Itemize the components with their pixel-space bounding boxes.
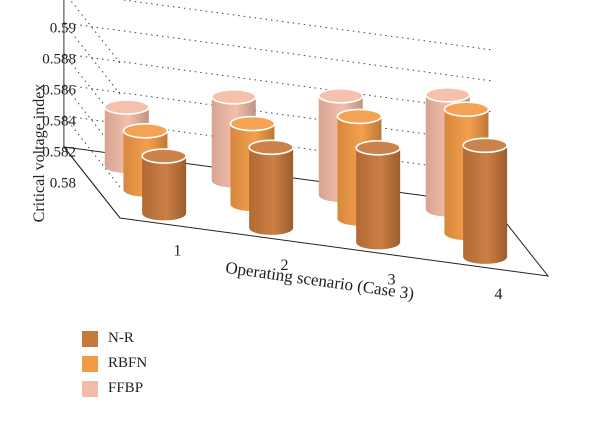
gridline-left: [63, 115, 121, 188]
bar-top: [336, 108, 383, 125]
y-tick-labels: 0.58 0.582 0.584 0.586 0.588 0.59: [42, 20, 76, 191]
bar-top: [424, 87, 471, 103]
bar-body: [142, 156, 187, 221]
bar-top: [248, 139, 294, 156]
y-tick-label: 0.59: [50, 20, 76, 36]
bar-top: [141, 148, 187, 164]
bar-n-r-2: [248, 139, 294, 235]
bar-body: [249, 147, 294, 235]
y-tick-label: 0.582: [42, 144, 76, 160]
y-tick-label: 0.58: [50, 175, 76, 191]
gridline-back: [119, 0, 492, 51]
bar-top: [462, 137, 508, 154]
gridline-left: [63, 84, 121, 157]
legend-item-rbfn: RBFN: [82, 351, 147, 376]
legend: N-R RBFN FFBP: [82, 326, 147, 401]
bar-top: [317, 88, 364, 104]
legend-swatch-rbfn: [82, 355, 98, 372]
gridline-back: [63, 84, 492, 144]
legend-label-nr: N-R: [108, 330, 134, 346]
x-axis-label: Operating scenario (Case 3): [224, 258, 415, 303]
bar-top: [103, 99, 150, 115]
bar-n-r-3: [355, 140, 401, 250]
y-tick-label: 0.584: [42, 113, 76, 129]
bar-top: [443, 101, 490, 117]
legend-label-ffbp: FFBP: [108, 380, 144, 396]
x-tick-labels: 1 2 3 4: [174, 242, 503, 303]
legend-swatch-ffbp: [82, 380, 98, 397]
y-axis-label: Critical voltage index: [31, 84, 48, 223]
legend-item-nr: N-R: [82, 326, 147, 351]
bars: [103, 87, 508, 264]
bar-body: [356, 147, 401, 250]
legend-item-ffbp: FFBP: [82, 376, 147, 401]
x-tick-label: 2: [281, 257, 289, 274]
gridline-left: [63, 22, 121, 95]
gridline-left: [63, 53, 121, 126]
legend-swatch-nr: [82, 330, 98, 347]
y-axis-base: [63, 146, 121, 219]
bar-top: [355, 140, 401, 156]
bar-body: [463, 145, 508, 264]
bar-n-r-4: [462, 137, 508, 264]
x-tick-label: 1: [174, 242, 182, 259]
y-tick-label: 0.586: [42, 82, 76, 98]
bar-top: [122, 123, 169, 139]
gridline-back: [63, 22, 492, 82]
legend-label-rbfn: RBFN: [108, 355, 148, 371]
bar-top: [210, 89, 257, 105]
y-tick-label: 0.588: [42, 51, 76, 67]
gridline-left: [69, 0, 121, 64]
bar-top: [229, 115, 276, 132]
x-tick-label: 4: [495, 286, 503, 303]
gridline-back: [63, 53, 492, 113]
bar-n-r-1: [141, 148, 187, 221]
x-tick-label: 3: [388, 271, 396, 288]
